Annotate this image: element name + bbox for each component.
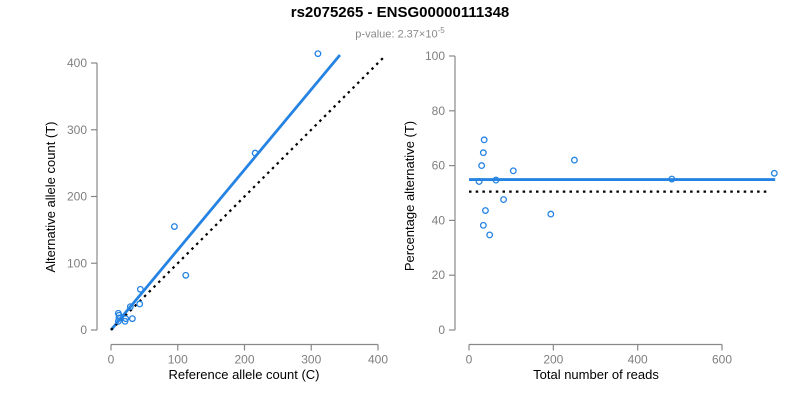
data-point (114, 317, 122, 325)
y-tick-label: 100 (67, 256, 87, 270)
left-scatter-plot: 0 100 200 300 400 0 100 200 300 400 (67, 50, 388, 367)
data-point (486, 231, 494, 239)
right-scatter-plot: 0 20 40 60 80 100 0 200 400 600 (425, 49, 778, 367)
data-point (547, 210, 555, 218)
data-point (475, 178, 483, 185)
data-point (480, 136, 488, 144)
data-point (115, 314, 123, 322)
x-tick-label: 400 (368, 353, 388, 367)
data-point (251, 149, 259, 157)
fit-line (109, 54, 342, 331)
x-tick-label: 100 (168, 353, 188, 367)
y-tick-label: 80 (432, 104, 446, 118)
data-point (479, 149, 487, 157)
left-x-axis-title: Reference allele count (C) (168, 367, 319, 382)
y-tick-label: 60 (432, 159, 446, 173)
data-point (500, 196, 508, 204)
data-point (128, 315, 136, 323)
right-x-axis-title: Total number of reads (533, 367, 659, 382)
y-tick-label: 400 (67, 56, 87, 70)
data-point (136, 285, 144, 293)
y-tick-label: 20 (432, 268, 446, 282)
data-point (478, 162, 486, 170)
x-tick-label: 400 (628, 353, 648, 367)
data-point (182, 271, 190, 279)
left-y-axis-title: Alternative allele count (T) (43, 121, 58, 272)
y-tick-label: 300 (67, 123, 87, 137)
data-point (479, 221, 487, 229)
y-tick-label: 100 (425, 49, 445, 63)
data-point (770, 169, 778, 177)
data-point (570, 156, 578, 164)
y-tick-label: 200 (67, 190, 87, 204)
data-point (668, 175, 676, 183)
y-tick-label: 40 (432, 213, 446, 227)
data-point (170, 223, 178, 230)
data-point (314, 50, 322, 58)
y-tick-label: 0 (438, 323, 445, 337)
x-tick-label: 200 (234, 353, 254, 367)
data-point (509, 167, 517, 175)
right-y-axis-title: Percentage alternative (T) (402, 121, 417, 271)
x-tick-label: 600 (712, 353, 732, 367)
x-tick-label: 200 (543, 353, 563, 367)
data-point (136, 300, 144, 308)
y-tick-label: 0 (80, 323, 87, 337)
identity-line (110, 55, 386, 331)
data-point (122, 315, 130, 323)
x-tick-label: 300 (301, 353, 321, 367)
x-tick-label: 0 (108, 353, 115, 367)
data-point (126, 303, 134, 311)
data-point (481, 207, 489, 214)
data-point (492, 176, 500, 184)
x-tick-label: 0 (466, 353, 473, 367)
